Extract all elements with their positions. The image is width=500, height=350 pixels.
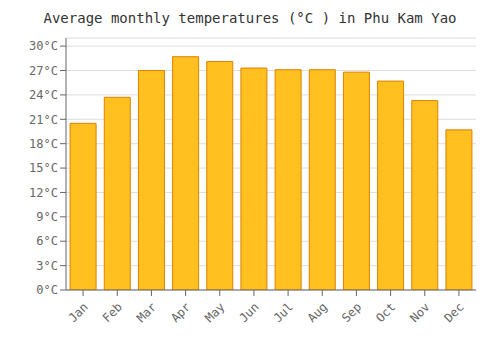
svg-text:May: May — [202, 300, 227, 325]
svg-text:27°C: 27°C — [29, 64, 58, 78]
svg-text:12°C: 12°C — [29, 186, 58, 200]
svg-text:Jan: Jan — [66, 300, 91, 325]
svg-text:18°C: 18°C — [29, 137, 58, 151]
svg-text:9°C: 9°C — [36, 210, 58, 224]
svg-text:Aug: Aug — [305, 300, 330, 325]
svg-text:3°C: 3°C — [36, 259, 58, 273]
svg-text:Sep: Sep — [339, 300, 364, 325]
html-text:Average monthly temperatures (: Average monthly temperatures (°C ) in Ph… — [43, 10, 457, 26]
svg-text:Jul: Jul — [271, 300, 296, 325]
svg-text:15°C: 15°C — [29, 161, 58, 175]
svg-text:30°C: 30°C — [29, 39, 58, 53]
svg-text:Nov: Nov — [407, 300, 432, 325]
svg-text:24°C: 24°C — [29, 88, 58, 102]
svg-text:Dec: Dec — [441, 300, 466, 325]
svg-text:Oct: Oct — [373, 300, 398, 325]
svg-text:Feb: Feb — [100, 300, 125, 325]
svg-text:6°C: 6°C — [36, 234, 58, 248]
svg-text:21°C: 21°C — [29, 113, 58, 127]
svg-text:Mar: Mar — [134, 300, 159, 325]
svg-text:Jun: Jun — [236, 300, 261, 325]
svg-text:0°C: 0°C — [36, 283, 58, 297]
svg-text:Apr: Apr — [168, 300, 193, 325]
